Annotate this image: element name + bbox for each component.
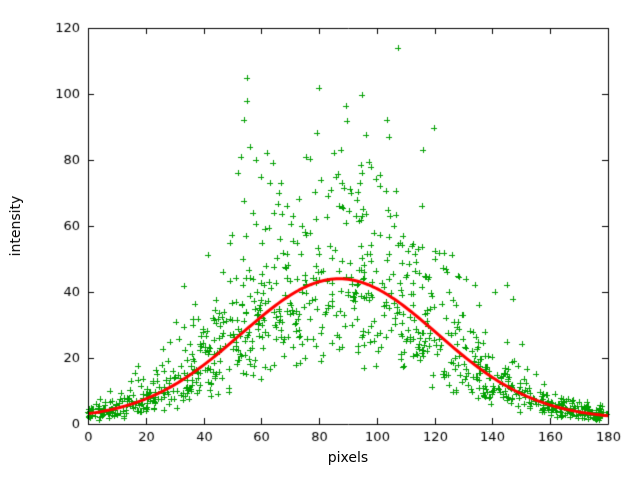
y-axis-label: intensity [8,195,24,257]
x-axis-label: pixels [327,450,369,466]
